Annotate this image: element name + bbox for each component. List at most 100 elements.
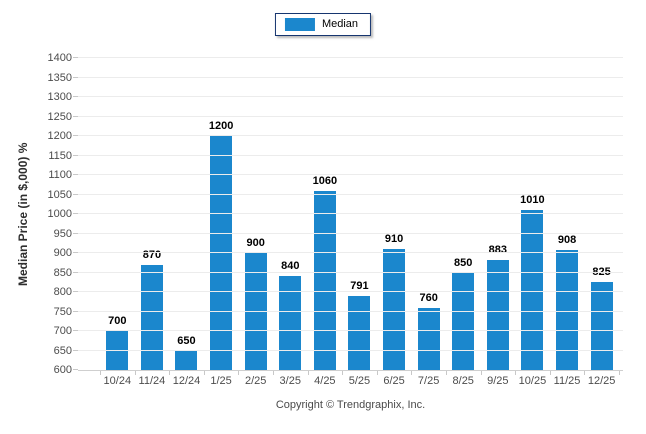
- x-tick-mark: [515, 371, 517, 375]
- y-tick-label: 1350: [47, 71, 72, 84]
- bar-value-label: 900: [246, 237, 265, 249]
- x-tick-mark: [549, 371, 551, 375]
- gridline: [78, 330, 623, 331]
- x-tick-label: 3/25: [279, 375, 301, 387]
- legend-swatch-median: [284, 18, 315, 31]
- x-tick-label: 1/25: [210, 375, 232, 387]
- y-tick-label: 750: [53, 305, 72, 318]
- y-tick-label: 650: [53, 344, 72, 357]
- y-axis-labels: 600 650 700 750 800 850 900 950 1000 1050 1100 1150…: [30, 52, 72, 376]
- bar-value-label: 1060: [312, 174, 338, 187]
- bar-4/25: [313, 190, 336, 370]
- gridline: [78, 232, 623, 234]
- y-tick-mark: [73, 252, 78, 253]
- bar-slot: 870: [135, 58, 170, 370]
- y-tick-label: 700: [53, 325, 72, 337]
- y-axis-title: Median Price (in $,000) %: [16, 142, 30, 286]
- bar-12/24: [175, 350, 198, 370]
- bar-11/24: [140, 264, 163, 370]
- x-tick-mark: [100, 371, 101, 375]
- x-tick-label: 10/25: [518, 375, 547, 387]
- gridline: [78, 349, 623, 351]
- bars-container: 700 870 650 1200 900 840 1060 791 910 760 850 883 10…: [100, 58, 620, 375]
- bar-slot: 910: [377, 58, 412, 370]
- x-axis-labels: 10/24 11/24 12/24 1/25 2/25 3/25 4/25 5/25 6/25 7…: [100, 375, 619, 387]
- y-tick-label: 800: [53, 286, 72, 298]
- bar-value-label: 883: [488, 243, 508, 256]
- bar-12/25: [590, 282, 613, 370]
- bar-9/25: [486, 259, 509, 370]
- legend-label-median: Median: [321, 18, 359, 30]
- x-tick-mark: [203, 371, 205, 375]
- y-tick-label: 600: [53, 364, 72, 376]
- bar-2/25: [244, 253, 267, 370]
- bar-value-label: 840: [281, 260, 300, 273]
- x-tick-mark: [411, 371, 413, 375]
- bar-slot: 850: [446, 58, 481, 370]
- y-tick-mark: [73, 232, 78, 234]
- bar-10/24: [106, 331, 129, 370]
- y-tick-mark: [73, 291, 78, 292]
- bar-value-label: 870: [142, 248, 162, 261]
- x-tick-label: 7/25: [417, 375, 440, 387]
- x-tick-label: 9/25: [487, 375, 509, 387]
- x-tick-label: 11/25: [553, 375, 581, 387]
- x-tick-mark: [134, 371, 136, 375]
- bar-value-label: 910: [384, 233, 404, 246]
- bar-1/25: [210, 136, 233, 370]
- y-tick-label: 1100: [48, 169, 72, 181]
- bar-value-label: 791: [350, 279, 369, 292]
- bar-value-label: 908: [557, 233, 577, 246]
- bar-value-label: 650: [177, 334, 196, 347]
- y-tick-label: 850: [53, 266, 72, 279]
- gridline: [78, 76, 623, 78]
- y-tick-label: 1000: [47, 208, 72, 220]
- y-tick-mark: [73, 310, 78, 312]
- gridline: [78, 193, 623, 195]
- gridline: [78, 174, 623, 175]
- x-tick-mark: [273, 371, 274, 375]
- y-tick-mark: [73, 57, 78, 58]
- y-tick-mark: [73, 271, 78, 273]
- y-tick-label: 900: [53, 247, 72, 259]
- gridline: [78, 310, 623, 312]
- bar-7/25: [417, 307, 440, 370]
- y-tick-label: 1250: [47, 110, 72, 123]
- x-tick-mark: [307, 371, 309, 375]
- y-tick-mark: [73, 96, 78, 97]
- gridline: [78, 252, 623, 253]
- y-tick-mark: [73, 349, 78, 351]
- bar-value-label: 1200: [208, 120, 234, 132]
- bar-slot: 1200: [204, 58, 239, 370]
- bar-slot: 908: [550, 58, 585, 370]
- bar-8/25: [452, 272, 475, 370]
- y-tick-label: 1400: [47, 52, 72, 64]
- bar-slot: 840: [273, 58, 308, 370]
- y-tick-mark: [73, 193, 78, 195]
- bar-3/25: [279, 276, 302, 370]
- y-tick-label: 950: [53, 227, 72, 240]
- y-tick-mark: [73, 174, 78, 175]
- plot-area: 700 870 650 1200 900 840 1060 791 910 760 850 883 10…: [73, 57, 623, 375]
- x-tick-mark: [446, 371, 447, 375]
- gridline: [78, 135, 623, 136]
- y-tick-mark: [73, 135, 78, 136]
- gridline: [78, 154, 623, 156]
- bar-slot: 1060: [308, 58, 343, 370]
- x-tick-label: 4/25: [314, 375, 336, 387]
- x-tick-label: 2/25: [244, 375, 267, 387]
- x-tick-label: 5/25: [348, 375, 371, 387]
- y-tick-label: 1300: [47, 91, 72, 103]
- y-tick-label: 1050: [47, 188, 72, 201]
- y-tick-mark: [73, 76, 78, 78]
- bar-value-label: 850: [454, 256, 473, 269]
- bar-slot: 1010: [515, 58, 550, 370]
- gridline: [78, 291, 623, 292]
- x-tick-label: 10/24: [103, 375, 132, 387]
- bar-slot: 825: [584, 58, 619, 370]
- bar-slot: 900: [238, 58, 273, 370]
- x-tick-mark: [238, 371, 240, 375]
- bar-slot: 883: [481, 58, 516, 370]
- bar-value-label: 1010: [520, 194, 545, 207]
